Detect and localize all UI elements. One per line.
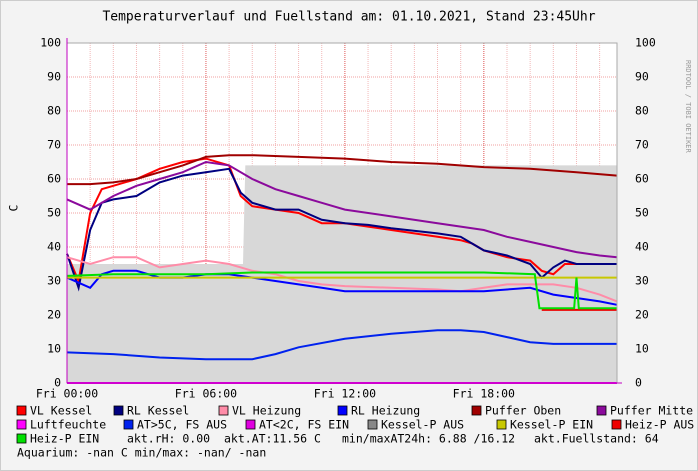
legend-label: AT<2C, FS EIN: [259, 418, 349, 432]
x-tick-label: Fri 18:00: [453, 387, 515, 401]
legend-label: RL Heizung: [351, 404, 420, 418]
y2-tick-label: 70: [635, 138, 649, 152]
legend-label: VL Heizung: [232, 404, 301, 418]
legend-swatch: [16, 405, 27, 416]
chart-title: Temperaturverlauf und Fuellstand am: 01.…: [102, 10, 595, 25]
line: [66, 269, 618, 306]
watermark: RRDTOOL / TOBI OETIKER: [684, 60, 692, 154]
line: [66, 167, 617, 292]
legend-label: VL Kessel: [30, 404, 92, 418]
legend-label: Luftfeuchte: [30, 418, 106, 432]
y2-tick-label: 100: [635, 36, 656, 50]
legend-swatch: [471, 405, 482, 416]
y2-tick-label: 10: [635, 342, 649, 356]
y-tick-label: 30: [47, 274, 61, 288]
info-text: min/maxAT24h: 6.88 /16.12: [342, 432, 515, 446]
info-text: Aquarium: -nan C min/max: -nan/ -nan: [17, 446, 266, 460]
line: [66, 256, 618, 303]
legend-swatch: [218, 405, 229, 416]
y2-tick-label: 0: [635, 376, 642, 390]
legend-swatch: [496, 419, 507, 430]
legend-swatch: [367, 419, 378, 430]
y-tick-label: 0: [54, 376, 61, 390]
legend-label: Puffer Oben: [485, 404, 561, 418]
legend-label: AT>5C, FS AUS: [137, 418, 227, 432]
y-tick-label: 20: [47, 308, 61, 322]
y-axis-label: C: [7, 204, 21, 211]
y2-tick-label: 90: [635, 70, 649, 84]
x-tick-label: Fri 06:00: [175, 387, 237, 401]
y-tick-label: 90: [47, 70, 61, 84]
info-text: akt.Fuellstand: 64: [534, 432, 659, 446]
y2-tick-label: 80: [635, 104, 649, 118]
info-text: akt.AT:11.56 C: [224, 432, 321, 446]
legend-label: RL Kessel: [127, 404, 189, 418]
legend-swatch: [337, 405, 348, 416]
legend-swatch: [611, 419, 622, 430]
legend-swatch: [123, 419, 134, 430]
legend-label: Kessel-P AUS: [381, 418, 464, 432]
y-tick-label: 40: [47, 240, 61, 254]
legend-label: Heiz-P EIN: [30, 432, 99, 446]
info-text: akt.rH: 0.00: [127, 432, 210, 446]
y2-tick-label: 50: [635, 206, 649, 220]
legend-swatch: [16, 433, 27, 444]
y-tick-label: 10: [47, 342, 61, 356]
y-tick-label: 70: [47, 138, 61, 152]
y2-tick-label: 40: [635, 240, 649, 254]
area: [67, 165, 617, 383]
y-tick-label: 50: [47, 206, 61, 220]
legend-swatch: [245, 419, 256, 430]
series-layer: [66, 154, 618, 384]
legend-swatch: [16, 419, 27, 430]
line: [66, 271, 617, 310]
y-tick-label: 60: [47, 172, 61, 186]
x-tick-label: Fri 00:00: [36, 387, 98, 401]
legend-swatch: [596, 405, 607, 416]
legend-label: Puffer Mitte: [610, 404, 693, 418]
line: [66, 329, 617, 361]
line: [67, 154, 618, 186]
legend-label: Heiz-P AUS: [625, 418, 694, 432]
legend-swatch: [113, 405, 124, 416]
x-tick-label: Fri 12:00: [314, 387, 376, 401]
line: [66, 160, 618, 259]
legend-label: Kessel-P EIN: [510, 418, 593, 432]
y2-tick-label: 60: [635, 172, 649, 186]
y-tick-label: 80: [47, 104, 61, 118]
y2-tick-label: 30: [635, 274, 649, 288]
y-tick-label: 100: [40, 36, 61, 50]
y2-tick-label: 20: [635, 308, 649, 322]
